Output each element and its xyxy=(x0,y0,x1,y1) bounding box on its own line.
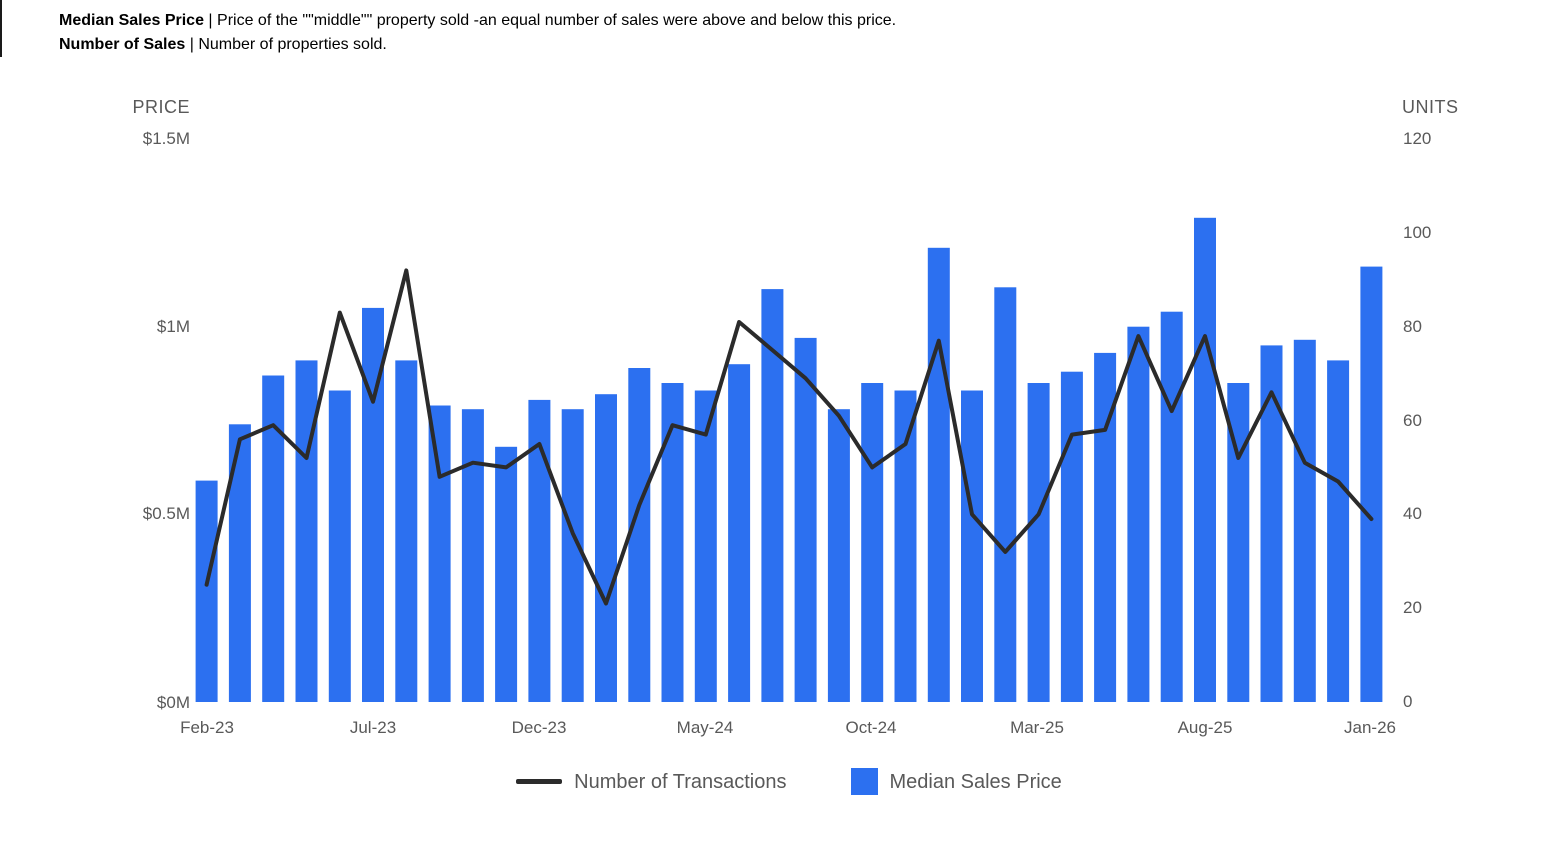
bar-median-price-Jan-25 xyxy=(961,390,983,702)
y-tick-price-0.5m: $0.5M xyxy=(142,504,190,523)
bar-median-price-Nov-23 xyxy=(495,446,518,702)
bar-median-price-May-24 xyxy=(694,390,717,702)
left-axis-title: PRICE xyxy=(132,97,190,117)
metric-definition-median-sales-price: | Price of the ""middle"" property sold … xyxy=(203,12,897,29)
bar-median-price-May-25 xyxy=(1094,352,1117,702)
right-axis-title: UNITS xyxy=(1402,97,1459,117)
bar-median-price-Sep-24 xyxy=(827,409,850,702)
bar-median-price-Sep-25 xyxy=(1227,383,1250,702)
bar-median-price-Dec-24 xyxy=(927,247,950,703)
bar-median-price-Jan-24 xyxy=(561,409,584,702)
transactions-line xyxy=(204,268,1374,606)
y-tick-units-40: 40 xyxy=(1403,504,1422,523)
legend-bar-swatch xyxy=(850,768,878,795)
bar-median-price-Aug-25 xyxy=(1194,217,1216,703)
x-tick-oct-24: Oct-24 xyxy=(845,718,897,737)
bar-median-price-Aug-23 xyxy=(395,360,418,702)
x-tick-mar-25: Mar-25 xyxy=(1010,718,1064,737)
y-tick-units-20: 20 xyxy=(1403,598,1422,617)
bar-median-price-Jun-25 xyxy=(1127,326,1150,702)
bar-median-price-Feb-25 xyxy=(994,287,1017,702)
bar-median-price-Apr-23 xyxy=(262,375,285,702)
metric-definition-number-of-sales: | Number of properties sold. xyxy=(185,36,387,53)
metric-name-number-of-sales: Number of Sales xyxy=(59,36,186,53)
bar-median-price-Dec-23 xyxy=(528,399,551,702)
x-tick-may-24: May-24 xyxy=(676,718,734,737)
x-tick-jul-23: Jul-23 xyxy=(349,718,397,737)
bar-median-price-May-23 xyxy=(295,360,318,702)
bar-median-price-Apr-25 xyxy=(1060,371,1083,702)
legend-transactions-label: Number of Transactions xyxy=(574,770,787,793)
bar-median-price-Jan-26 xyxy=(1360,266,1383,702)
y-tick-units-80: 80 xyxy=(1403,317,1422,336)
page-edge-artifact xyxy=(0,0,2,57)
legend-line-swatch xyxy=(516,779,563,784)
bar-median-price-Mar-23 xyxy=(228,424,251,702)
legend-median-price-label: Median Sales Price xyxy=(889,770,1062,793)
bar-median-price-Jul-25 xyxy=(1160,311,1183,702)
x-tick-aug-25: Aug-25 xyxy=(1177,718,1233,737)
x-tick-jan-26: Jan-26 xyxy=(1344,718,1396,737)
bar-median-price-Nov-24 xyxy=(894,390,917,702)
bar-median-price-Feb-24 xyxy=(595,394,617,702)
price-volume-chart-plot xyxy=(195,217,1383,703)
bar-median-price-Jun-23 xyxy=(328,390,351,702)
y-tick-price-1.5m: $1.5M xyxy=(142,129,190,148)
bar-median-price-Jul-23 xyxy=(362,307,384,702)
y-tick-units-120: 120 xyxy=(1403,129,1432,148)
y-tick-units-60: 60 xyxy=(1403,411,1422,430)
chart-legend: Number of Transactions Median Sales Pric… xyxy=(190,768,1388,795)
bar-median-price-Apr-24 xyxy=(661,383,684,702)
bar-median-price-Jul-24 xyxy=(761,289,784,702)
bar-median-price-Dec-25 xyxy=(1327,360,1350,702)
bar-median-price-Jun-24 xyxy=(728,364,751,702)
x-tick-dec-23: Dec-23 xyxy=(511,718,567,737)
bar-median-price-Oct-23 xyxy=(461,409,484,702)
bar-median-price-Oct-25 xyxy=(1260,345,1283,702)
x-tick-feb-23: Feb-23 xyxy=(180,718,234,737)
bar-median-price-Feb-23 xyxy=(195,480,218,702)
bar-median-price-Nov-25 xyxy=(1293,339,1316,702)
description-line-1: Median Sales Price | Price of the ""midd… xyxy=(59,9,896,33)
metric-name-median-sales-price: Median Sales Price xyxy=(59,12,204,29)
y-tick-price-1m: $1M xyxy=(156,317,190,336)
bar-median-price-Sep-23 xyxy=(428,405,451,702)
bar-median-price-Mar-24 xyxy=(628,368,651,702)
y-tick-units-0: 0 xyxy=(1403,692,1413,711)
legend-item-transactions[interactable]: Number of Transactions xyxy=(516,769,787,795)
description-line-2: Number of Sales | Number of properties s… xyxy=(59,33,896,57)
bar-median-price-Mar-25 xyxy=(1027,383,1050,702)
y-tick-units-100: 100 xyxy=(1403,223,1432,242)
bar-median-price-Aug-24 xyxy=(794,337,817,702)
chart-description: Median Sales Price | Price of the ""midd… xyxy=(59,9,896,57)
y-tick-price-0m: $0M xyxy=(156,693,190,712)
bar-median-price-Oct-24 xyxy=(861,383,884,702)
legend-item-median-price[interactable]: Median Sales Price xyxy=(850,768,1062,795)
